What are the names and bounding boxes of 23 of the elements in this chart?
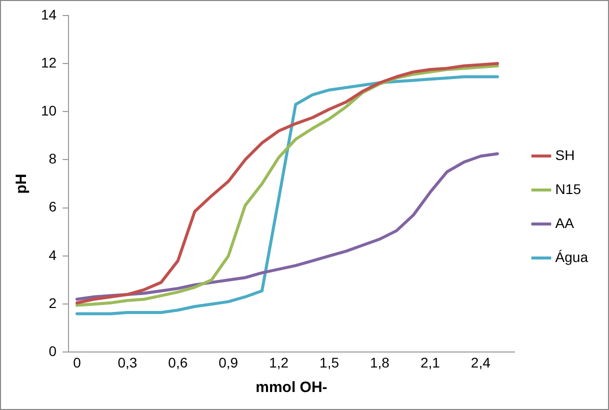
x-tick-label: 2,1 (420, 354, 440, 370)
legend-label: SH (555, 146, 575, 163)
y-tick-label: 12 (40, 54, 57, 70)
y-tick-label: 0 (48, 343, 57, 360)
x-axis-title: mmol OH- (256, 379, 328, 396)
x-tick-label: 0,3 (118, 354, 138, 370)
legend-label: N15 (555, 180, 582, 197)
x-tick-label: 1,2 (269, 354, 289, 370)
y-tick-label: 8 (48, 150, 57, 167)
legend-label: Água (555, 248, 588, 265)
y-tick-label: 4 (48, 246, 57, 263)
y-axis-title: pH (13, 174, 30, 194)
x-tick-label: 0,6 (168, 354, 188, 370)
y-tick-label: 14 (40, 6, 57, 22)
x-tick-label: 2,4 (470, 354, 491, 370)
x-tick-label: 1,8 (370, 354, 390, 370)
y-tick-label: 2 (48, 294, 57, 311)
x-tick-label: 0,9 (218, 354, 238, 370)
y-tick-label: 10 (40, 102, 57, 118)
x-tick-label: 0 (73, 354, 82, 370)
x-tick-label: 1,5 (320, 354, 340, 370)
legend-label: AA (555, 214, 575, 231)
y-tick-label: 6 (48, 198, 57, 215)
